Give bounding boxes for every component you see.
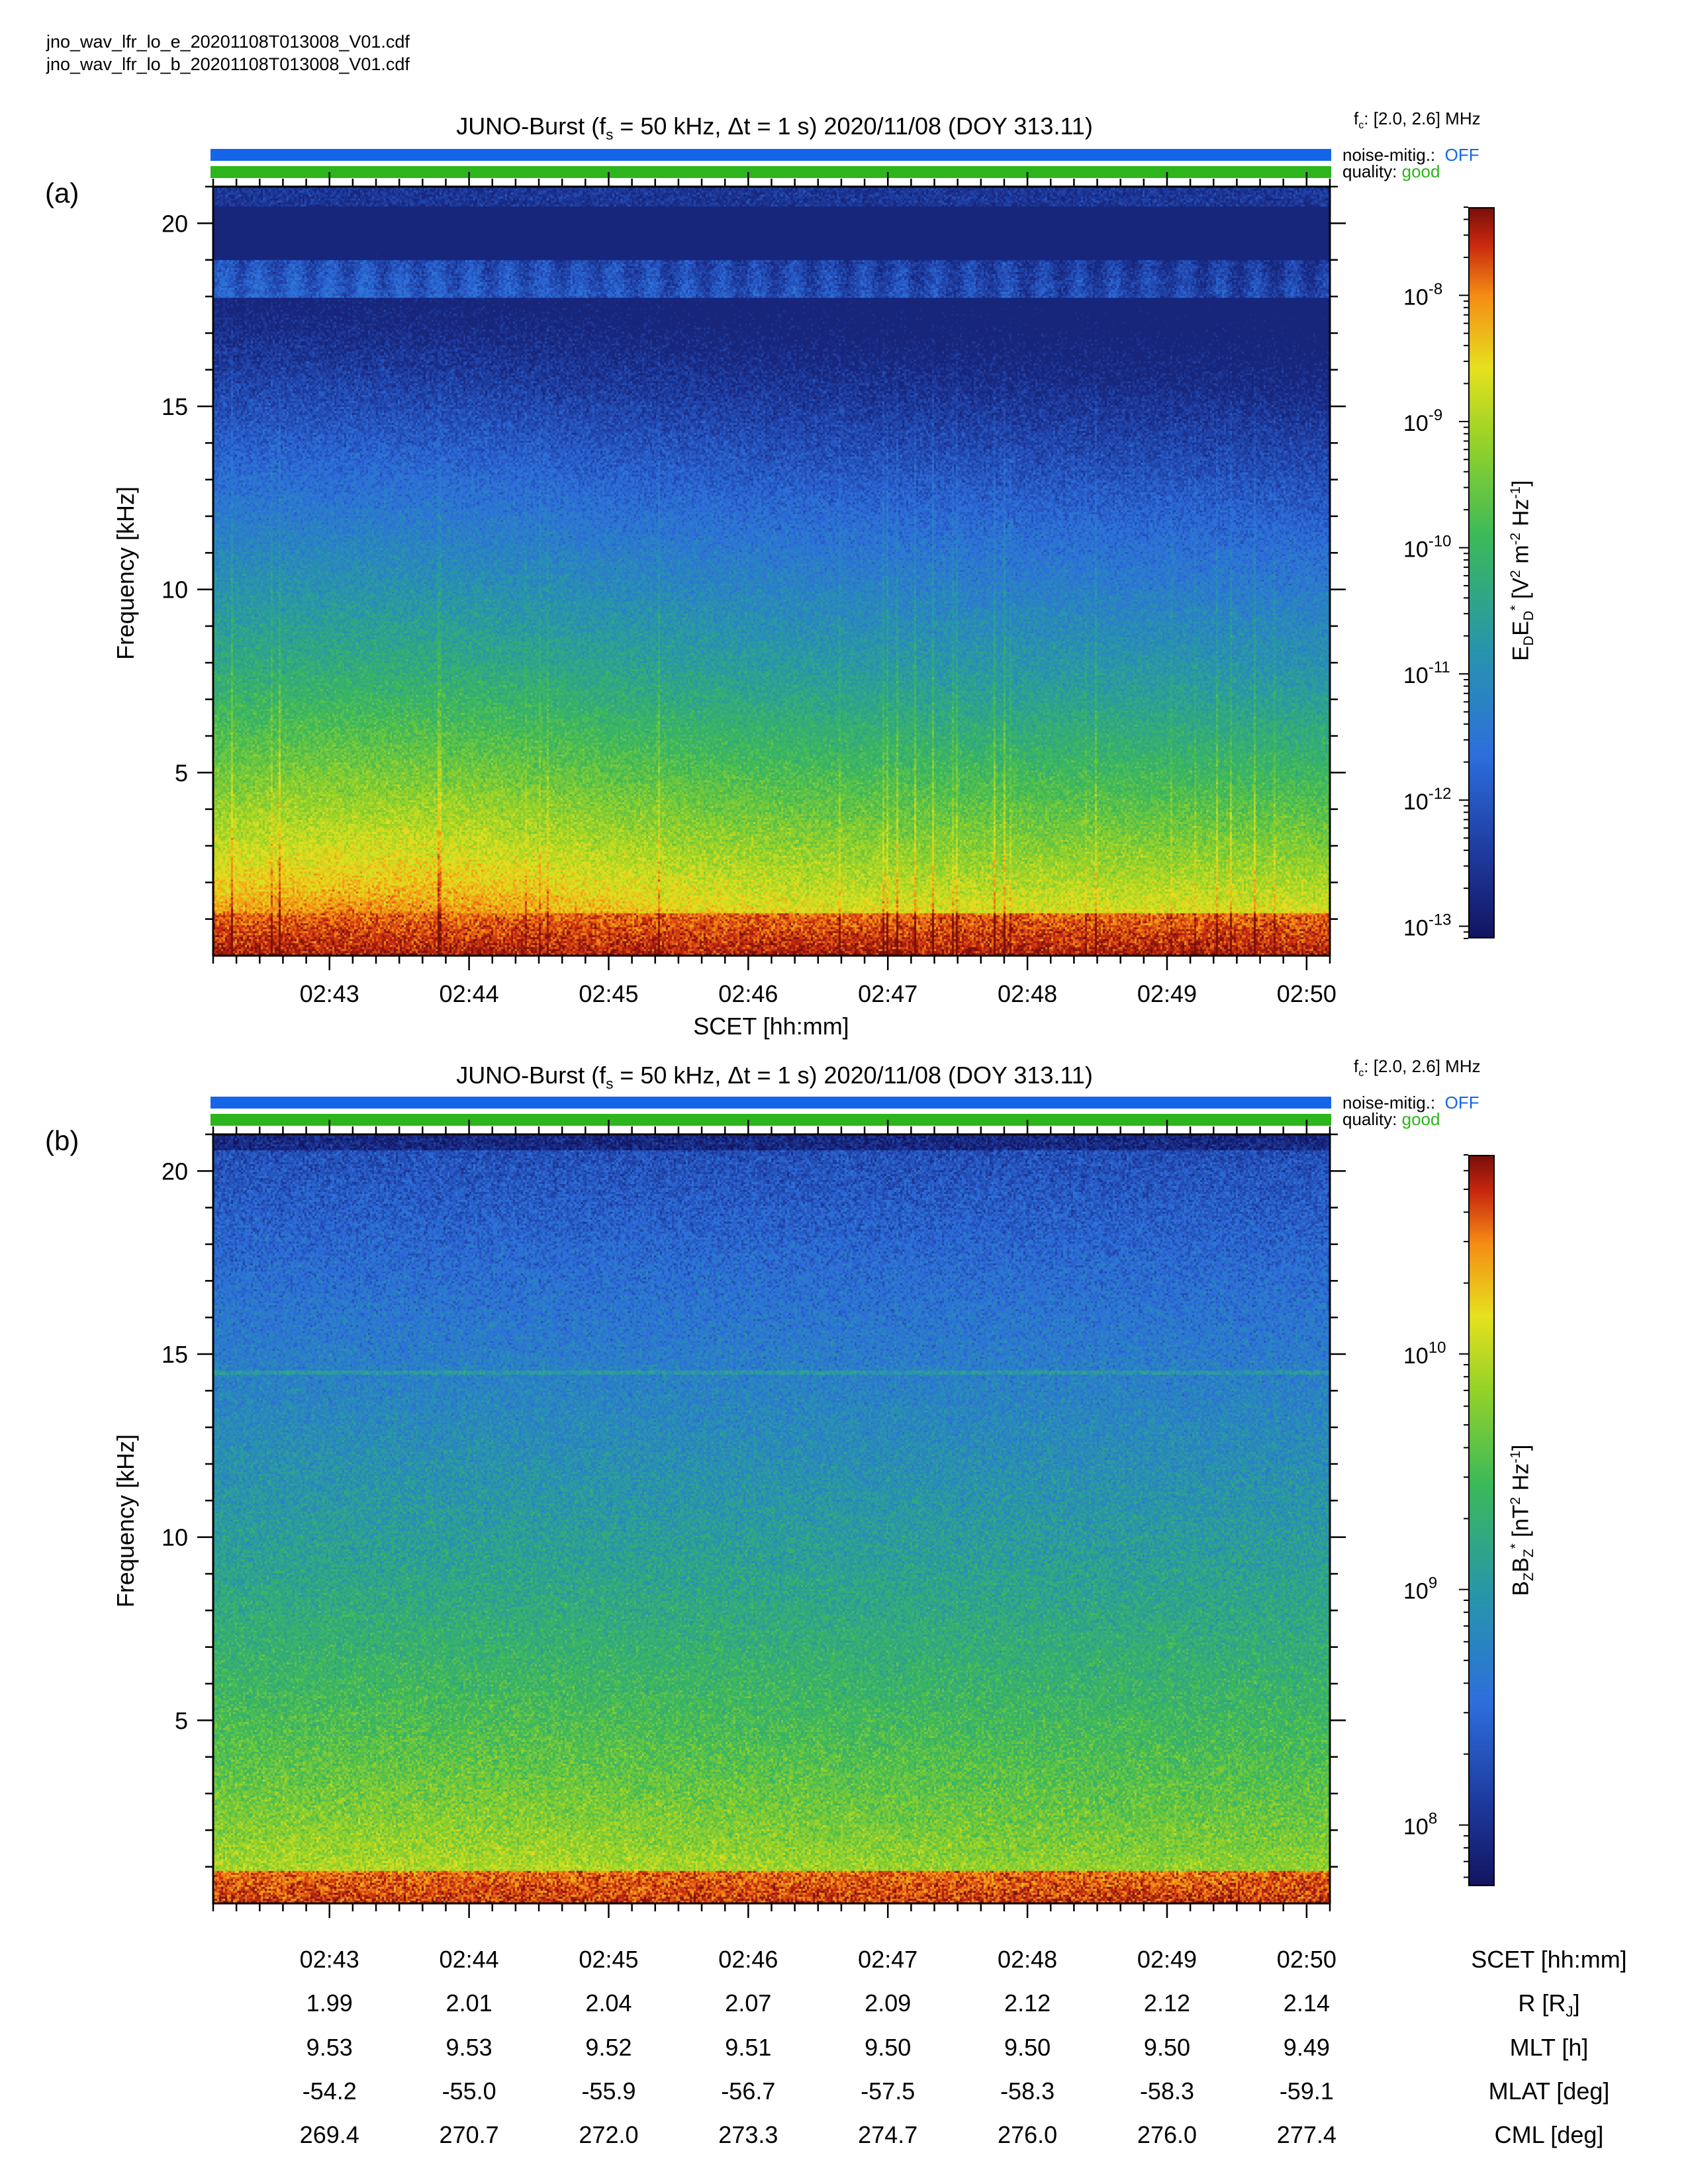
ephem-time: 02:46 — [718, 1946, 778, 1973]
ephem-value: 9.50 — [1004, 2034, 1051, 2061]
ephem-label-scet: SCET [hh:mm] — [1471, 1946, 1627, 1973]
panel-b-colorbar — [1468, 1155, 1495, 1886]
panel-a-x-tick-label: 02:43 — [300, 980, 359, 1007]
panel-b-ylabel: Frequency [kHz] — [112, 1433, 139, 1608]
panel-a-xlabel: SCET [hh:mm] — [693, 1013, 849, 1040]
panel-a-axes: 5 10 15 20 02:43 02:44 02:45 02:46 02:47 02:48 02:… — [162, 172, 1468, 1007]
panel-b-colorbar-tick-label: 1010 — [1403, 1339, 1446, 1369]
panel-b-noise-flag: noise-mitig.: OFF — [1342, 1093, 1479, 1113]
ephem-value: 2.07 — [725, 1989, 772, 2017]
ephem-value: 9.50 — [1143, 2034, 1190, 2061]
ephem-time: 02:49 — [1137, 1946, 1197, 1973]
panel-b-quality-flag: quality: good — [1342, 1109, 1440, 1129]
ephem-label: CML [deg] — [1494, 2121, 1604, 2148]
ephem-time: 02:43 — [299, 1946, 359, 1973]
file-name-e: jno_wav_lfr_lo_e_20201108T013008_V01.cdf — [46, 32, 410, 52]
ephem-value: 2.09 — [865, 1989, 912, 2017]
file-name-b: jno_wav_lfr_lo_b_20201108T013008_V01.cdf — [46, 54, 410, 74]
file-list: jno_wav_lfr_lo_e_20201108T013008_V01.cdf… — [46, 30, 410, 75]
panel-b-colorbar-label: BZBZ* [nT2 Hz-1] — [1507, 1444, 1537, 1596]
ephem-time: 02:45 — [579, 1946, 639, 1973]
panel-b-y-tick-label: 10 — [162, 1524, 188, 1551]
panel-b-colorbar-tick-label: 109 — [1403, 1574, 1437, 1604]
panel-a-quality-bar — [211, 166, 1331, 178]
ephem-value: 2.12 — [1143, 1989, 1190, 2017]
ephem-value: -58.3 — [1139, 2077, 1194, 2105]
panel-a-y-tick-label: 10 — [162, 576, 188, 604]
ephem-value: -59.1 — [1279, 2077, 1334, 2105]
ephem-label: R [RJ] — [1518, 1989, 1580, 2021]
panel-b-fc: fc: [2.0, 2.6] MHz — [1354, 1056, 1481, 1079]
ephem-value: 9.53 — [445, 2034, 492, 2061]
ephem-value: 272.0 — [579, 2121, 639, 2148]
panel-a-y-tick-label: 15 — [162, 393, 188, 420]
ephem-value: 276.0 — [998, 2121, 1058, 2148]
ephem-value: 270.7 — [439, 2121, 499, 2148]
ephem-time: 02:44 — [439, 1946, 499, 1973]
panel-b-label: (b) — [45, 1125, 79, 1156]
panel-a-y-tick-label: 20 — [162, 210, 188, 237]
panel-a-x-tick-label: 02:48 — [998, 980, 1057, 1007]
panel-b-frame — [212, 1133, 1331, 1905]
ephem-value: 9.51 — [725, 2034, 772, 2061]
panel-b-title: JUNO-Burst (fs = 50 kHz, Δt = 1 s) 2020/… — [456, 1062, 1093, 1093]
ephem-value: -58.3 — [1000, 2077, 1055, 2105]
panel-b-y-tick-label: 5 — [175, 1707, 188, 1734]
panel-a-x-tick-label: 02:49 — [1137, 980, 1197, 1007]
ephem-value: 277.4 — [1276, 2121, 1336, 2148]
ephem-value: 9.49 — [1283, 2034, 1330, 2061]
panel-a-x-tick-label: 02:46 — [718, 980, 778, 1007]
ephem-time: 02:47 — [858, 1946, 918, 1973]
ephem-value: 2.14 — [1283, 1989, 1330, 2017]
ephem-value: 9.50 — [865, 2034, 912, 2061]
panel-a-fc: fc: [2.0, 2.6] MHz — [1354, 109, 1481, 132]
ephem-value: 274.7 — [858, 2121, 918, 2148]
ephem-value: -55.9 — [581, 2077, 636, 2105]
ephem-value: -55.0 — [442, 2077, 496, 2105]
panel-a-x-tick-label: 02:50 — [1277, 980, 1336, 1007]
ephem-value: -54.2 — [302, 2077, 357, 2105]
panel-a-colorbar — [1468, 207, 1495, 938]
ephem-value: -56.7 — [721, 2077, 776, 2105]
panel-a-x-tick-label: 02:45 — [579, 980, 638, 1007]
panel-b-spectrogram — [213, 1134, 1330, 1903]
ephem-value: 2.04 — [585, 1989, 632, 2017]
panel-a-x-tick-label: 02:47 — [858, 980, 917, 1007]
ephem-label: MLT [h] — [1509, 2034, 1589, 2061]
panel-a-x-tick-label: 02:44 — [440, 980, 499, 1007]
ephem-time: 02:48 — [998, 1946, 1058, 1973]
ephem-value: 276.0 — [1137, 2121, 1197, 2148]
ephem-value: 273.3 — [718, 2121, 778, 2148]
panel-a-y-tick-label: 5 — [175, 759, 188, 786]
panel-b-colorbar-tick-label: 108 — [1403, 1810, 1437, 1840]
ephem-value: -57.5 — [861, 2077, 915, 2105]
ephem-value: 269.4 — [299, 2121, 359, 2148]
ephem-value: 9.52 — [585, 2034, 632, 2061]
ephem-label: MLAT [deg] — [1488, 2077, 1610, 2105]
ephem-value: 1.99 — [306, 1989, 353, 2017]
panel-a-label: (a) — [45, 177, 79, 208]
ephem-value: 2.01 — [445, 1989, 492, 2017]
panel-a-noise-bar — [211, 149, 1331, 161]
panel-a-noise-flag: noise-mitig.: OFF — [1342, 145, 1479, 165]
ephem-time: 02:50 — [1276, 1946, 1336, 1973]
panel-a-quality-flag: quality: good — [1342, 161, 1440, 181]
panel-b-noise-bar — [211, 1097, 1331, 1109]
ephem-value: 2.12 — [1004, 1989, 1051, 2017]
panel-b-quality-bar — [211, 1114, 1331, 1126]
ephem-value: 9.53 — [306, 2034, 353, 2061]
panel-a-title: JUNO-Burst (fs = 50 kHz, Δt = 1 s) 2020/… — [456, 113, 1093, 144]
panel-a-spectrogram — [213, 187, 1330, 956]
panel-b-y-tick-label: 15 — [162, 1341, 188, 1368]
panel-b-y-tick-label: 20 — [162, 1158, 188, 1185]
